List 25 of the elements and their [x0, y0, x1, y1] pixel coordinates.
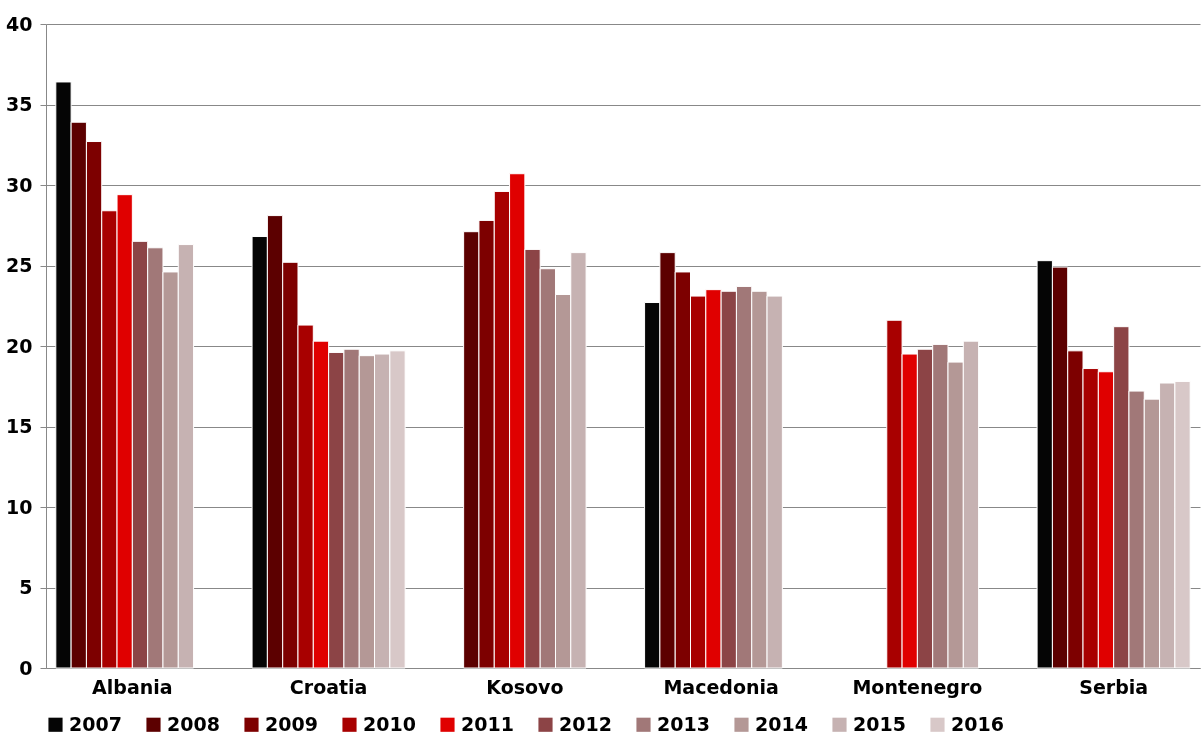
x-tick-label: Kosovo [486, 675, 564, 698]
legend-label: 2009 [265, 712, 318, 735]
x-tick-label: Montenegro [852, 675, 983, 698]
y-tick-label: 10 [6, 495, 33, 518]
x-tick-label: Croatia [289, 675, 368, 698]
y-tick-label: 20 [6, 334, 33, 357]
y-tick-label: 25 [6, 254, 33, 276]
x-tick-label: Serbia [1079, 675, 1149, 698]
x-tick-label: Albania [92, 675, 173, 698]
y-tick-label: 30 [6, 173, 33, 196]
legend-label: 2012 [559, 712, 612, 735]
legend-label: 2010 [363, 712, 416, 735]
y-tick-label: 40 [6, 12, 33, 35]
legend-label: 2014 [755, 712, 808, 735]
legend-label: 2008 [167, 712, 220, 735]
y-tick-label: 5 [19, 576, 33, 598]
y-tick-label: 35 [6, 93, 33, 115]
legend-label: 2015 [853, 712, 906, 735]
legend-label: 2011 [461, 712, 514, 735]
y-tick-label: 15 [6, 415, 33, 437]
legend-label: 2016 [951, 712, 1004, 735]
x-tick-label: Macedonia [663, 675, 779, 698]
y-tick-label: 0 [19, 656, 33, 679]
legend-label: 2013 [657, 712, 710, 735]
legend-label: 2007 [69, 712, 122, 735]
